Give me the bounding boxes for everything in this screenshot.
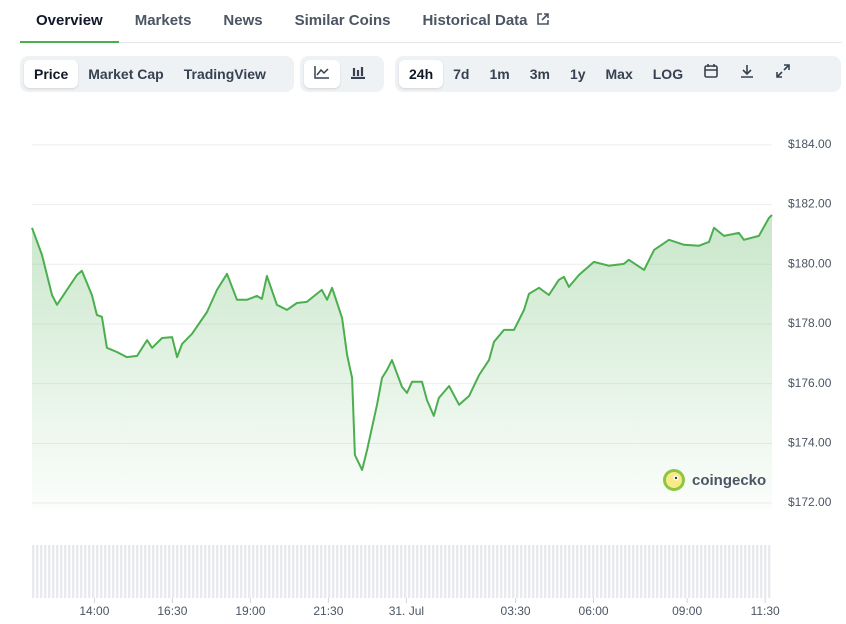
button[interactable]: 24h: [399, 60, 444, 88]
button[interactable]: Price: [24, 60, 79, 88]
icon: [741, 65, 754, 78]
y-tick-label: $182.00: [788, 197, 832, 211]
area: [32, 215, 772, 509]
chart-type-group: Price Market Cap TradingView: [20, 56, 294, 92]
button[interactable]: 7d: [453, 66, 470, 82]
tab[interactable]: Overview: [20, 0, 119, 43]
y-tick-label: $172.00: [788, 495, 832, 509]
button[interactable]: Max: [605, 66, 633, 82]
button[interactable]: Market Cap: [88, 66, 164, 82]
icon: [314, 66, 329, 79]
tab-label: Historical Data: [422, 12, 528, 29]
tab[interactable]: Similar Coins: [294, 12, 391, 29]
volume-bars: [32, 545, 772, 598]
button[interactable]: 3m: [529, 66, 550, 82]
x-tick-label: 16:30: [157, 604, 187, 618]
watermark-text: coingecko: [692, 471, 767, 489]
x-tick-label: 09:00: [672, 604, 702, 618]
x-tick-label: 14:00: [79, 604, 109, 618]
icon: [776, 64, 790, 78]
logo: [663, 469, 685, 491]
button[interactable]: 1y: [569, 66, 586, 82]
button[interactable]: TradingView: [183, 66, 266, 82]
fullscreen-button[interactable]: [765, 60, 801, 88]
download-button[interactable]: [729, 60, 765, 88]
x-tick-label: 03:30: [501, 604, 531, 618]
x-tick-label: 11:30: [751, 604, 780, 618]
external-icon: [536, 13, 549, 25]
icon: [351, 67, 365, 80]
tab[interactable]: News: [223, 12, 263, 29]
price-line: [31, 214, 773, 471]
button[interactable]: 1m: [489, 66, 510, 82]
y-tick-label: $180.00: [788, 256, 832, 270]
watermark: coingecko: [662, 468, 766, 492]
x-tick-label: 06:00: [579, 604, 609, 618]
style-group: [300, 56, 384, 92]
icon: [704, 64, 718, 78]
calendar-button[interactable]: [693, 60, 729, 88]
candle-icon-button[interactable]: [340, 60, 376, 88]
tab[interactable]: Historical Data: [406, 0, 565, 42]
y-tick-label: $184.00: [788, 137, 832, 151]
line-icon-button[interactable]: [304, 60, 340, 88]
x-tick-label: 19:00: [235, 604, 265, 618]
y-tick-label: $178.00: [788, 316, 832, 330]
y-tick-label: $174.00: [788, 436, 832, 450]
y-tick-label: $176.00: [788, 376, 832, 390]
x-tick-label: 21:30: [313, 604, 343, 618]
range-group: 24h 7d 1m 3m 1y Max LOG: [395, 56, 841, 92]
x-tick-label: 31. Jul: [389, 604, 424, 618]
button[interactable]: LOG: [652, 66, 684, 82]
tab[interactable]: Markets: [134, 12, 192, 29]
tab-bar: Overview Markets News Similar Coins Hist…: [20, 0, 842, 43]
